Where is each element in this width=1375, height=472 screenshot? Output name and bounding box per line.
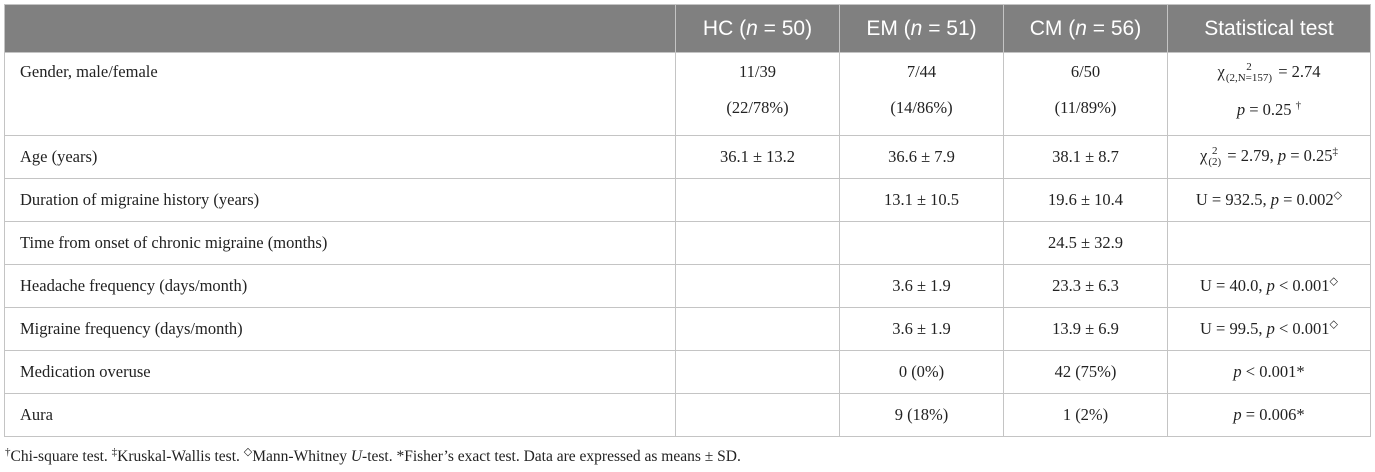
table-row: Headache frequency (days/month) 3.6 ± 1.… [4,264,1371,308]
cell-em [839,221,1004,265]
cell-cm: 23.3 ± 6.3 [1003,264,1168,308]
table-row: Migraine frequency (days/month) 3.6 ± 1.… [4,307,1371,351]
cell-hc [675,307,840,351]
cell-em: 36.6 ± 7.9 [839,135,1004,179]
cell-hc: 36.1 ± 13.2 [675,135,840,179]
row-label: Duration of migraine history (years) [4,178,676,222]
cell-em: 13.1 ± 10.5 [839,178,1004,222]
header-cm: CM (n = 56) [1003,4,1168,53]
cell-test: χ 2 (2) = 2.79, p = 0.25‡ [1167,135,1371,179]
cell-test: U = 99.5, p < 0.001◇ [1167,307,1371,351]
cell-em: 3.6 ± 1.9 [839,264,1004,308]
header-statistical-test: Statistical test [1167,4,1371,53]
demographics-table: HC (n = 50) EM (n = 51) CM (n = 56) Stat… [4,4,1371,437]
cell-test: p < 0.001* [1167,350,1371,394]
header-em: EM (n = 51) [839,4,1004,53]
table-header-row: HC (n = 50) EM (n = 51) CM (n = 56) Stat… [4,4,1371,53]
cell-hc [675,221,840,265]
cell-hc: 11/39 (22/78%) [675,52,840,136]
row-label: Gender, male/female [4,52,676,136]
row-label: Time from onset of chronic migraine (mon… [4,221,676,265]
row-label: Age (years) [4,135,676,179]
cell-cm: 42 (75%) [1003,350,1168,394]
cell-hc [675,264,840,308]
cell-cm: 19.6 ± 10.4 [1003,178,1168,222]
cell-test: p = 0.006* [1167,393,1371,437]
table-row: Gender, male/female 11/39 (22/78%) 7/44 (1… [4,52,1371,136]
cell-test: U = 932.5, p = 0.002◇ [1167,178,1371,222]
table-row: Time from onset of chronic migraine (mon… [4,221,1371,265]
table-row: Age (years) 36.1 ± 13.2 36.6 ± 7.9 38.1 … [4,135,1371,179]
table-row: Duration of migraine history (years) 13.… [4,178,1371,222]
cell-hc [675,393,840,437]
cell-cm: 6/50 (11/89%) [1003,52,1168,136]
table-row: Aura 9 (18%) 1 (2%) p = 0.006* [4,393,1371,437]
cell-cm: 38.1 ± 8.7 [1003,135,1168,179]
cell-hc [675,178,840,222]
table-footnote: †Chi-square test. ‡Kruskal-Wallis test. … [5,445,741,465]
row-label: Migraine frequency (days/month) [4,307,676,351]
cell-cm: 1 (2%) [1003,393,1168,437]
cell-hc [675,350,840,394]
cell-test [1167,221,1371,265]
cell-em: 0 (0%) [839,350,1004,394]
cell-test: U = 40.0, p < 0.001◇ [1167,264,1371,308]
row-label: Medication overuse [4,350,676,394]
cell-test: χ 2 (2,N=157) = 2.74 p = 0.25 † [1167,52,1371,136]
table-row: Medication overuse 0 (0%) 42 (75%) p < 0… [4,350,1371,394]
table-container: HC (n = 50) EM (n = 51) CM (n = 56) Stat… [4,4,1371,437]
cell-cm: 24.5 ± 32.9 [1003,221,1168,265]
row-label: Aura [4,393,676,437]
row-label: Headache frequency (days/month) [4,264,676,308]
header-hc: HC (n = 50) [675,4,840,53]
cell-em: 9 (18%) [839,393,1004,437]
cell-em: 7/44 (14/86%) [839,52,1004,136]
cell-em: 3.6 ± 1.9 [839,307,1004,351]
header-empty [4,4,676,53]
cell-cm: 13.9 ± 6.9 [1003,307,1168,351]
